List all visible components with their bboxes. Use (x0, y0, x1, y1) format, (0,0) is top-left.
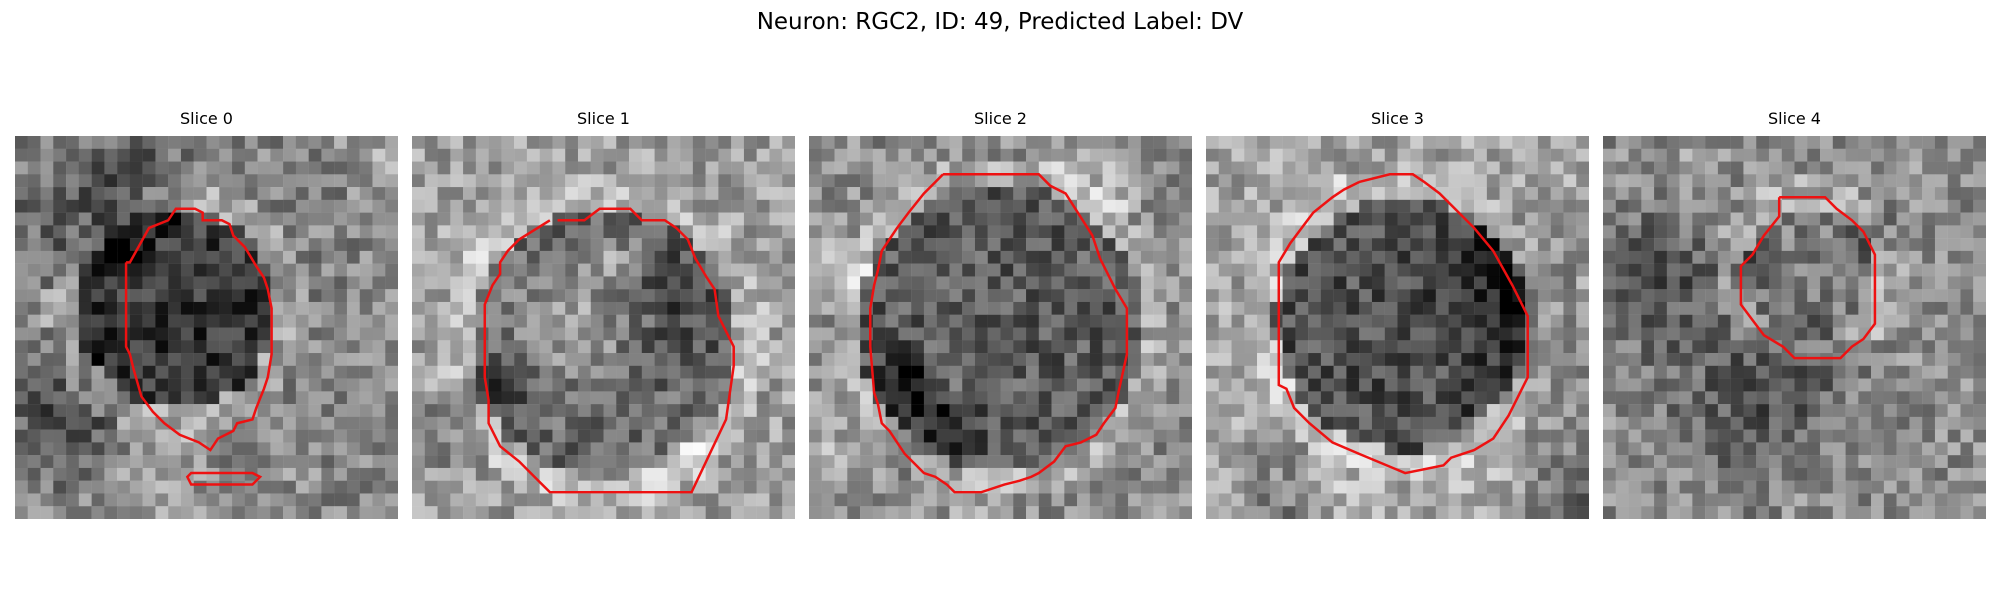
grayscale-image (1603, 136, 1986, 519)
panel-slice-2: Slice 2 (809, 108, 1192, 519)
contour-outline (1739, 196, 1877, 360)
panel-slice-4: Slice 4 (1603, 108, 1986, 519)
contour-outline (483, 207, 735, 494)
contour-outline (869, 173, 1129, 494)
panel-title: Slice 4 (1768, 109, 1821, 128)
panel-slice-3: Slice 3 (1206, 108, 1589, 519)
contour-outline (1277, 173, 1529, 475)
grayscale-image (1206, 136, 1589, 519)
panel-slice-1: Slice 1 (412, 108, 795, 519)
slice-image (1603, 136, 1986, 519)
slice-image (809, 136, 1192, 519)
grayscale-image (809, 136, 1192, 519)
grayscale-image (412, 136, 795, 519)
panel-title: Slice 0 (180, 109, 233, 128)
panel-slice-0: Slice 0 (15, 108, 398, 519)
panel-title: Slice 3 (1371, 109, 1424, 128)
slice-image (1206, 136, 1589, 519)
slice-image (15, 136, 398, 519)
panel-title: Slice 1 (577, 109, 630, 128)
figure-title: Neuron: RGC2, ID: 49, Predicted Label: D… (756, 9, 1244, 35)
slice-image (412, 136, 795, 519)
grayscale-image (15, 136, 398, 519)
contour-outline (124, 207, 273, 452)
contour-fragment (185, 471, 263, 486)
panel-title: Slice 2 (974, 109, 1027, 128)
